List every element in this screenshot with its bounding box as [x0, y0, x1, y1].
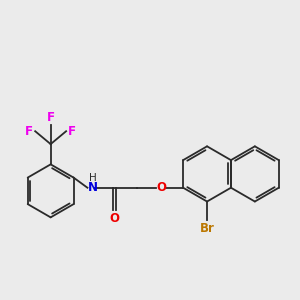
Text: F: F [25, 125, 33, 138]
Text: H: H [89, 173, 97, 183]
Text: Br: Br [200, 222, 214, 235]
Text: O: O [110, 212, 119, 225]
Text: O: O [156, 181, 166, 194]
Text: F: F [68, 125, 76, 138]
Text: F: F [46, 110, 55, 124]
Text: N: N [88, 181, 98, 194]
